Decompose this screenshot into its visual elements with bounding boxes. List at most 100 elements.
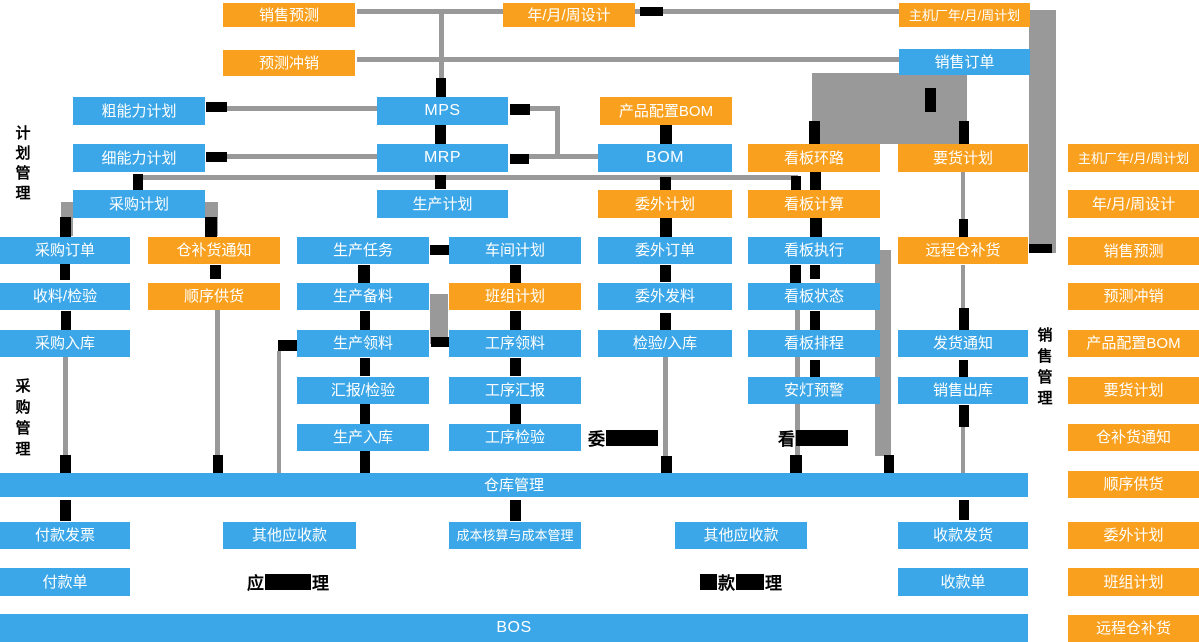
- node-mps: MPS: [377, 97, 508, 125]
- connector-joint: [959, 500, 969, 520]
- side-label-sales-management: 销售管理: [1037, 327, 1053, 407]
- connector-joint: [210, 265, 221, 279]
- node-outsourcing-issue: 委外发料: [598, 283, 732, 310]
- node-right-product-config-bom: 产品配置BOM: [1068, 330, 1199, 357]
- section-label-text: 看: [778, 430, 795, 449]
- connector-joint: [133, 174, 143, 191]
- node-remote-replenish: 远程仓补货: [898, 237, 1028, 264]
- connector-joint: [358, 265, 370, 283]
- node-right-sales-forecast: 销售预测: [1068, 237, 1199, 265]
- connector-line: [227, 154, 377, 159]
- node-payment-slip: 付款单: [0, 568, 130, 596]
- connector-joint: [810, 265, 820, 279]
- connector-joint: [660, 125, 672, 144]
- node-receipt-slip: 收款单: [898, 568, 1028, 596]
- connector-joint: [435, 175, 446, 189]
- connector-joint: [925, 88, 936, 112]
- connector-joint: [60, 263, 70, 280]
- connector-joint: [206, 152, 227, 162]
- node-purchase-instock: 采购入库: [0, 330, 130, 357]
- connector-line: [528, 106, 558, 111]
- connector-joint: [959, 219, 968, 237]
- connector-line: [795, 283, 800, 455]
- connector-joint: [60, 217, 71, 237]
- node-right-ymw-design: 年/月/周设计: [1068, 190, 1199, 218]
- connector-joint: [510, 154, 529, 164]
- connector-joint: [510, 311, 521, 330]
- connector-line: [439, 9, 444, 97]
- node-forecast-writeoff-top: 预测冲销: [223, 50, 355, 76]
- connector-joint: [660, 313, 671, 331]
- connector-joint: [206, 102, 227, 112]
- node-production-instock: 生产入库: [297, 424, 429, 451]
- node-mrp: MRP: [377, 144, 508, 172]
- node-right-warehouse-replenish-notice: 仓补货通知: [1068, 424, 1199, 451]
- connector-joint: [1029, 244, 1052, 253]
- node-production-material-prep: 生产备料: [297, 283, 429, 310]
- node-delivery-notice: 发货通知: [898, 330, 1028, 357]
- redaction-bar: [265, 573, 311, 590]
- node-cargo-plan: 要货计划: [898, 144, 1028, 172]
- node-right-remote-replenish: 远程仓补货: [1068, 615, 1199, 642]
- connector-joint: [60, 500, 71, 521]
- connector-joint: [360, 358, 370, 376]
- connector-joint: [791, 176, 801, 190]
- connector-joint: [510, 358, 521, 376]
- node-process-inspection: 工序检验: [449, 424, 581, 451]
- connector-joint: [959, 405, 969, 427]
- node-cost-accounting: 成本核算与成本管理: [449, 522, 581, 549]
- connector-joint: [959, 121, 969, 144]
- redaction-bar: [606, 429, 658, 446]
- node-oem-ymw-plan-top: 主机厂年/月/周计划: [899, 3, 1030, 27]
- node-outsourcing-plan: 委外计划: [598, 190, 732, 218]
- node-warehouse-replenish-notice: 仓补货通知: [148, 237, 280, 264]
- node-rough-capacity-plan: 粗能力计划: [73, 97, 205, 125]
- connector-joint: [431, 337, 449, 347]
- connector-joint: [660, 218, 672, 237]
- node-bos: BOS: [0, 614, 1028, 642]
- node-kanban-schedule: 看板排程: [748, 330, 880, 357]
- node-inspection-instock: 检验/入库: [598, 330, 732, 357]
- connector-joint: [360, 311, 370, 330]
- node-kanban-status: 看板状态: [748, 283, 880, 310]
- node-other-receivables-left: 其他应收款: [223, 522, 356, 549]
- section-label-outsourcing-section: 委: [588, 427, 659, 449]
- section-label-text: 应: [247, 574, 264, 593]
- section-label-text: 理: [312, 574, 329, 593]
- node-right-outsourcing-plan: 委外计划: [1068, 522, 1199, 549]
- node-sales-outstock: 销售出库: [898, 377, 1028, 404]
- connector-line: [357, 57, 900, 62]
- connector-line: [961, 265, 965, 310]
- connector-line: [528, 154, 598, 159]
- node-right-oem-ymw-plan: 主机厂年/月/周计划: [1068, 144, 1199, 172]
- connector-joint: [278, 340, 298, 351]
- connector-line: [277, 351, 281, 473]
- connector-line: [1029, 10, 1056, 253]
- connector-joint: [660, 177, 671, 190]
- node-production-task: 生产任务: [297, 237, 429, 264]
- connector-joint: [959, 308, 969, 330]
- node-process-report: 工序汇报: [449, 377, 581, 404]
- node-sequence-supply: 顺序供货: [148, 283, 280, 310]
- side-label-plan-management: 计划管理: [15, 125, 31, 202]
- node-sales-order: 销售订单: [899, 49, 1030, 75]
- node-kanban-loop: 看板环路: [748, 144, 880, 172]
- connector-joint: [435, 125, 446, 144]
- node-workshop-plan: 车间计划: [449, 237, 581, 264]
- node-kanban-calc: 看板计算: [748, 190, 880, 218]
- connector-joint: [205, 217, 217, 237]
- node-right-sequence-supply: 顺序供货: [1068, 471, 1199, 498]
- node-receiving-inspection: 收料/检验: [0, 283, 130, 310]
- connector-joint: [810, 360, 820, 378]
- connector-line: [555, 106, 560, 158]
- connector-joint: [60, 455, 71, 473]
- node-andon-warning: 安灯预警: [748, 377, 880, 404]
- connector-joint: [360, 404, 370, 424]
- node-other-receivables-right: 其他应收款: [675, 522, 807, 549]
- connector-line: [63, 357, 68, 457]
- connector-joint: [790, 265, 801, 283]
- connector-joint: [810, 172, 821, 190]
- connector-joint: [510, 265, 521, 283]
- node-outsourcing-order: 委外订单: [598, 237, 732, 264]
